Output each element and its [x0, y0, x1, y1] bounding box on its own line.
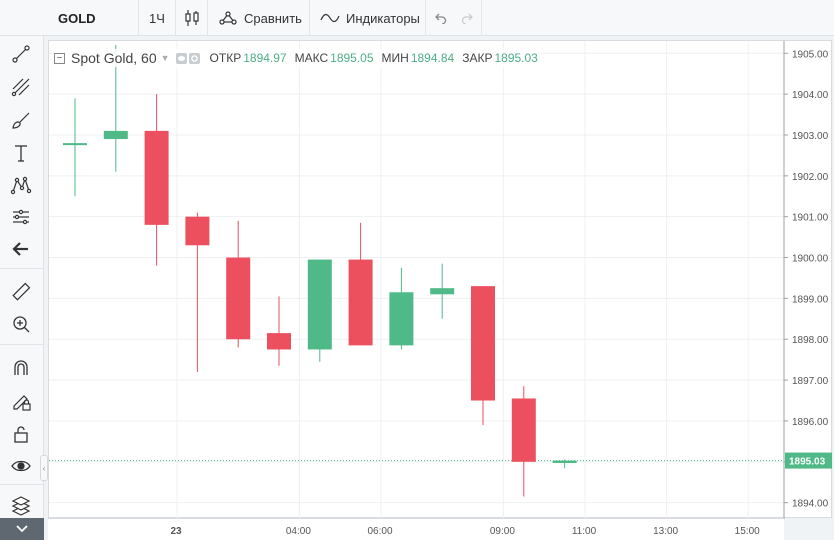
- price-tick-label: 1900.00: [792, 254, 829, 265]
- candle-body: [103, 130, 128, 140]
- undo-icon: [435, 13, 447, 24]
- close-label: ЗАКР: [462, 51, 493, 65]
- magnet-icon[interactable]: [6, 353, 36, 383]
- candle-body: [430, 288, 455, 295]
- open-label: ОТКР: [209, 51, 242, 65]
- lock-drawing-icon[interactable]: [6, 386, 36, 416]
- time-tick-label: 11:00: [572, 526, 597, 537]
- layers-icon[interactable]: [6, 493, 36, 519]
- chart-style-button[interactable]: [176, 0, 208, 36]
- ruler-icon[interactable]: [6, 277, 36, 307]
- drawing-toolbar: [0, 0, 44, 540]
- compare-icon: [219, 11, 237, 25]
- price-tick-label: 1898.00: [792, 335, 829, 346]
- price-tick-label: 1903.00: [792, 131, 829, 142]
- open-value: 1894.97: [243, 51, 287, 65]
- price-tick-label: 1897.00: [792, 376, 829, 387]
- chart-pane[interactable]: 1894.001895.001896.001897.001898.001899.…: [48, 40, 833, 519]
- trendline-icon[interactable]: [6, 39, 36, 69]
- candle-body: [185, 216, 210, 246]
- time-tick-label: 15:00: [735, 526, 760, 537]
- time-tick-label: 23: [170, 526, 182, 537]
- candle-body: [226, 257, 251, 340]
- close-value: 1895.03: [494, 51, 538, 65]
- toolbar-divider: [0, 344, 44, 345]
- price-tick-label: 1896.00: [792, 417, 829, 428]
- series-legend: − Spot Gold, 60 ▼ ОТКР 1894.97 МАКС 1895…: [54, 49, 538, 67]
- candle-body: [144, 130, 169, 225]
- toolbar-divider: [0, 484, 44, 485]
- time-tick-label: 04:00: [286, 526, 311, 537]
- top-toolbar: GOLD 1Ч Сравнить Индикаторы: [0, 0, 834, 36]
- high-label: МАКС: [294, 51, 329, 65]
- toolbar-hide-handle[interactable]: ‹: [40, 455, 48, 481]
- last-price-badge: [785, 452, 832, 469]
- candle-body: [511, 398, 536, 462]
- back-arrow-icon[interactable]: [6, 234, 36, 264]
- candle-body: [63, 143, 87, 146]
- last-price-label: 1895.03: [789, 457, 826, 468]
- legend-eye-icon[interactable]: [175, 52, 187, 64]
- toolbar-divider: [0, 268, 44, 269]
- undo-button[interactable]: [426, 0, 454, 36]
- price-tick-label: 1901.00: [792, 213, 829, 224]
- symbol-search[interactable]: GOLD: [45, 0, 139, 36]
- fib-icon[interactable]: [6, 72, 36, 102]
- compare-button[interactable]: Сравнить: [208, 0, 310, 36]
- candle-body: [267, 333, 291, 350]
- candle-body: [348, 259, 373, 346]
- interval-button[interactable]: 1Ч: [139, 0, 176, 36]
- candle-body: [552, 460, 577, 464]
- legend-collapse-icon[interactable]: −: [54, 52, 65, 64]
- redo-icon: [461, 13, 473, 24]
- price-chart[interactable]: 1894.001895.001896.001897.001898.001899.…: [49, 41, 833, 519]
- indicators-button[interactable]: Индикаторы: [310, 0, 426, 36]
- time-tick-label: 09:00: [490, 526, 515, 537]
- price-tick-label: 1902.00: [792, 172, 829, 183]
- low-label: МИН: [381, 51, 409, 65]
- indicators-label: Индикаторы: [346, 10, 420, 26]
- low-value: 1894.84: [410, 51, 455, 65]
- candle-body: [471, 286, 495, 401]
- indicator-wave-icon: [320, 13, 340, 23]
- time-axis-labels: 23 04:00 06:00 09:00 11:00 13:00 15:00: [170, 526, 760, 537]
- redo-button[interactable]: [454, 0, 482, 36]
- collapse-toolbar-button[interactable]: [0, 518, 44, 540]
- prediction-icon[interactable]: [6, 202, 36, 232]
- zoom-in-icon[interactable]: [6, 309, 36, 339]
- candle-body: [307, 259, 332, 350]
- brush-icon[interactable]: [6, 105, 36, 135]
- price-tick-label: 1894.00: [792, 499, 829, 510]
- price-tick-label: 1899.00: [792, 294, 829, 305]
- unlock-icon[interactable]: [6, 419, 36, 449]
- legend-gear-icon[interactable]: [188, 52, 200, 64]
- caret-down-icon[interactable]: ▼: [160, 53, 170, 63]
- candles-icon: [184, 10, 199, 26]
- chevron-down-icon: [16, 525, 28, 533]
- time-tick-label: 13:00: [653, 526, 678, 537]
- series-title: Spot Gold, 60: [71, 50, 157, 66]
- compare-label: Сравнить: [244, 10, 302, 26]
- eye-icon[interactable]: [6, 451, 36, 481]
- candle-body: [389, 292, 414, 346]
- time-axis[interactable]: 23 04:00 06:00 09:00 11:00 13:00 15:00: [48, 518, 784, 540]
- high-value: 1895.05: [330, 51, 374, 65]
- price-tick-label: 1905.00: [792, 49, 829, 60]
- pattern-icon[interactable]: [6, 170, 36, 200]
- price-tick-label: 1904.00: [792, 90, 829, 101]
- time-tick-label: 06:00: [367, 526, 392, 537]
- text-icon[interactable]: [6, 138, 36, 168]
